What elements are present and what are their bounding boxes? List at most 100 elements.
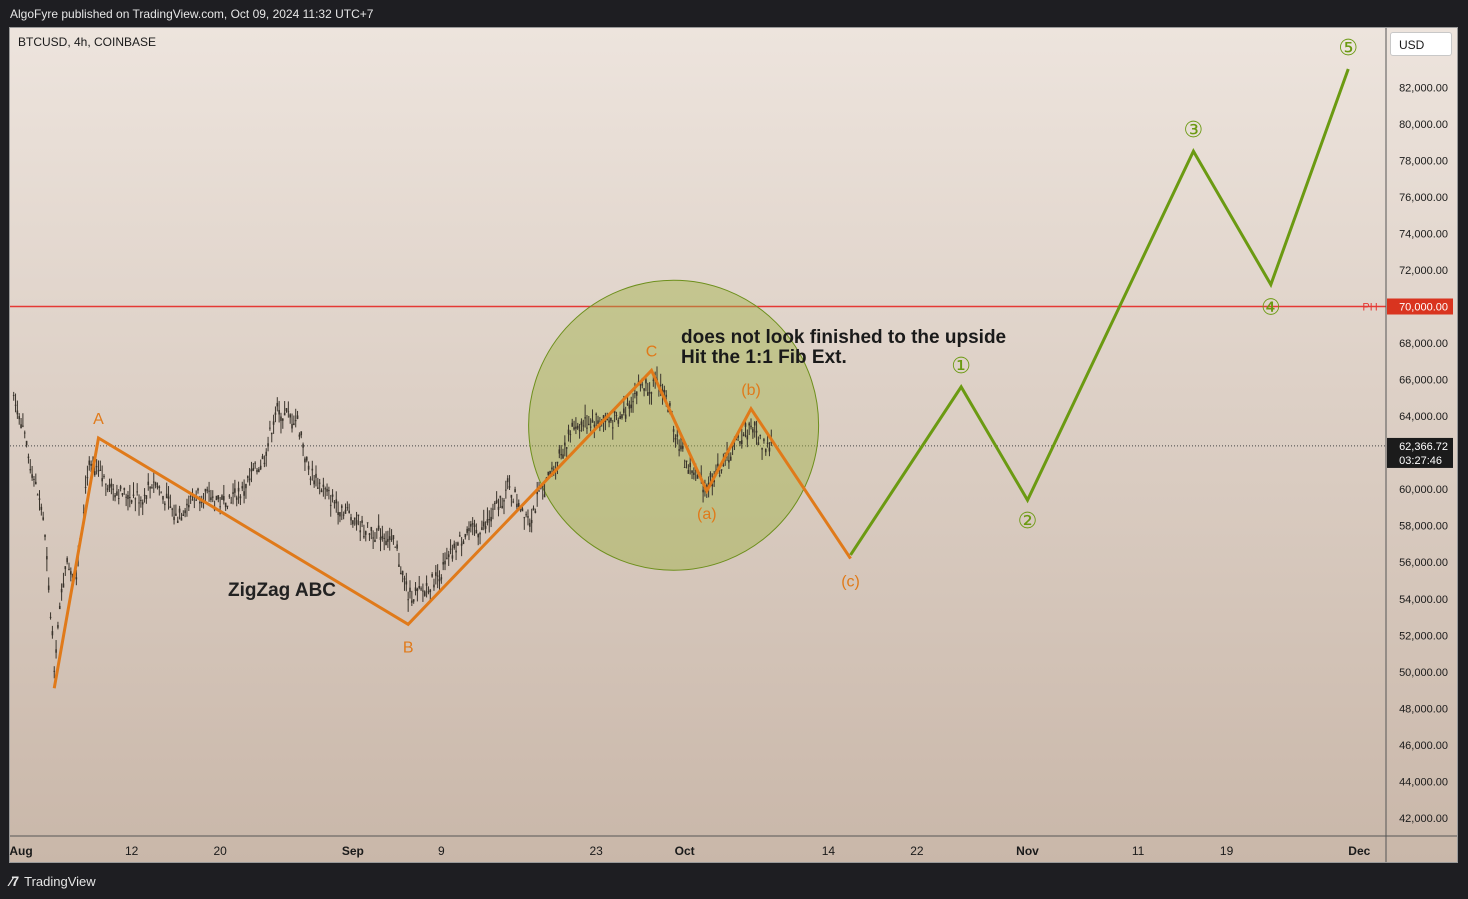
candle-body [14, 404, 17, 406]
candle-body [641, 384, 644, 386]
candle-body [90, 463, 92, 466]
candle-body [68, 568, 70, 571]
candle-body [739, 440, 741, 444]
candle-body [680, 445, 682, 450]
candle-body [313, 480, 315, 485]
candle-body [451, 555, 454, 559]
candle-body [27, 456, 30, 459]
candle-body [272, 421, 275, 425]
candle-body [693, 472, 695, 475]
candle-body [35, 481, 37, 485]
candle-body [263, 462, 266, 464]
candle-body [269, 427, 271, 429]
candle-body [556, 461, 559, 464]
candle-body [573, 427, 575, 430]
candle-body [436, 575, 439, 577]
candle-body [466, 528, 468, 533]
candle-body [492, 508, 494, 510]
candle-body [678, 449, 680, 451]
candle-body [352, 520, 354, 525]
candle-body [143, 494, 146, 496]
y-tick-label: 66,000.00 [1399, 375, 1448, 387]
candle-body [549, 470, 551, 475]
y-tick-label: 54,000.00 [1399, 594, 1448, 606]
wave-label-a: (a) [697, 506, 717, 523]
x-tick-label: 20 [213, 844, 227, 858]
impulse-label: ① [951, 354, 971, 379]
candle-body [357, 514, 360, 517]
candle-body [768, 447, 771, 452]
candle-body [248, 478, 251, 481]
candle-body [473, 524, 476, 527]
candle-body [106, 488, 109, 490]
candle-body [49, 616, 52, 618]
candle-body [433, 584, 435, 588]
candle-body [593, 424, 596, 427]
x-tick-label: Dec [1348, 844, 1370, 858]
y-tick-label: 58,000.00 [1399, 521, 1448, 533]
candle-body [687, 470, 690, 474]
candle-body [211, 496, 214, 498]
candle-body [381, 535, 384, 539]
x-tick-label: Oct [675, 844, 695, 858]
candle-body [718, 475, 721, 477]
candle-body [326, 488, 328, 492]
candle-body [241, 486, 244, 489]
candle-body [355, 520, 358, 525]
candle-body [366, 522, 369, 524]
candle-body [364, 531, 367, 535]
candle-body [532, 507, 535, 511]
candle-body [331, 494, 334, 497]
candle-body [346, 507, 349, 509]
candle-body [16, 410, 19, 415]
wave-label-b: (b) [741, 382, 761, 399]
candle-body [25, 440, 28, 446]
candle-body [250, 469, 253, 472]
candle-body [180, 517, 183, 521]
candle-body [446, 557, 448, 559]
candle-body [154, 482, 157, 486]
candle-body [580, 421, 583, 425]
candle-body [390, 538, 393, 540]
candle-body [208, 490, 210, 492]
candle-body [31, 474, 33, 478]
candle-body [576, 425, 579, 429]
candle-body [702, 489, 704, 493]
candle-body [160, 492, 162, 494]
footer-brand[interactable]: ⁄7 TradingView [10, 873, 96, 889]
candle-body [147, 481, 150, 485]
wave-label-A: A [93, 411, 104, 428]
candle-body [493, 502, 496, 505]
candle-body [429, 589, 432, 593]
candle-body [462, 541, 465, 545]
candle-body [204, 488, 207, 492]
candle-body [420, 588, 422, 590]
candle-body [464, 533, 467, 538]
candle-body [411, 600, 413, 603]
candle-body [117, 498, 120, 500]
candle-body [379, 537, 382, 541]
candle-body [274, 412, 277, 415]
currency-button[interactable]: USD [1390, 32, 1452, 56]
candle-body [224, 502, 227, 508]
candle-body [29, 468, 32, 471]
candle-body [435, 572, 437, 576]
candle-body [401, 570, 404, 576]
candle-body [665, 394, 668, 397]
candle-body [368, 533, 371, 535]
candle-body [328, 490, 330, 492]
candle-body [409, 587, 411, 592]
candle-body [431, 574, 433, 577]
candle-body [53, 670, 56, 672]
candle-body [294, 420, 297, 422]
candle-body [210, 497, 212, 501]
candle-body [377, 525, 380, 530]
chart-frame[interactable] [9, 27, 1458, 863]
y-tick-label: 60,000.00 [1399, 484, 1448, 496]
candle-body [455, 550, 457, 553]
candle-body [761, 447, 763, 450]
candle-body [280, 416, 282, 421]
candle-body [517, 503, 520, 507]
y-tick-label: 46,000.00 [1399, 740, 1448, 752]
